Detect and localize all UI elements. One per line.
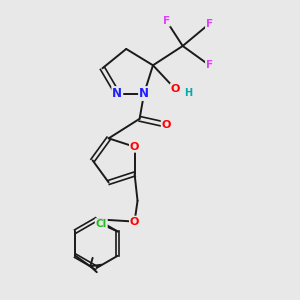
Text: O: O — [130, 142, 139, 152]
Text: F: F — [206, 19, 213, 29]
Text: O: O — [162, 120, 171, 130]
Text: O: O — [171, 84, 180, 94]
Text: N: N — [112, 87, 122, 100]
Text: F: F — [163, 16, 170, 26]
Text: F: F — [206, 60, 213, 70]
Text: Cl: Cl — [96, 219, 107, 229]
Text: N: N — [139, 87, 149, 100]
Text: O: O — [130, 217, 139, 226]
Text: H: H — [184, 88, 193, 98]
